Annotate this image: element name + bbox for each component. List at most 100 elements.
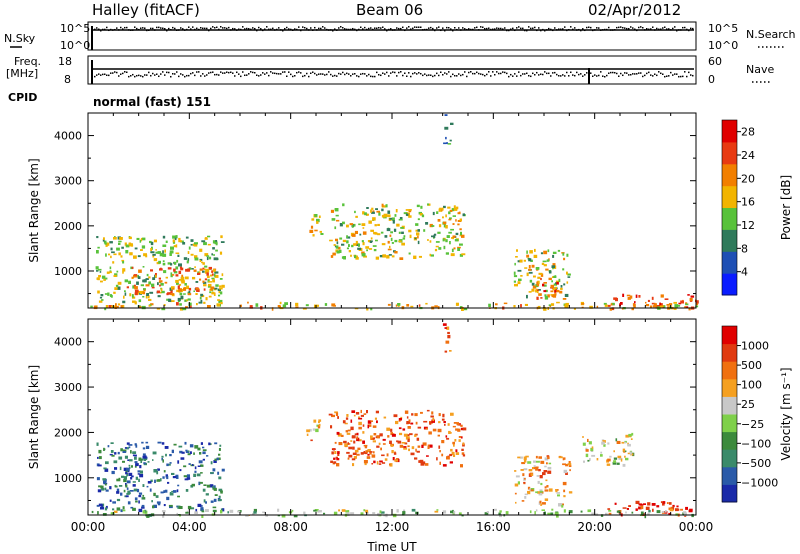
nave-point bbox=[302, 75, 304, 78]
nsearch-point bbox=[570, 26, 572, 28]
nsearch-point bbox=[662, 27, 664, 29]
data-cell bbox=[153, 469, 157, 473]
data-cell bbox=[626, 508, 629, 510]
data-cell bbox=[438, 413, 441, 417]
nave-point bbox=[380, 74, 382, 77]
data-cell bbox=[434, 305, 438, 308]
nave-point bbox=[294, 75, 296, 77]
nave-point bbox=[424, 73, 426, 75]
nave-point bbox=[536, 71, 538, 74]
nave-point bbox=[624, 72, 626, 74]
data-cell bbox=[211, 253, 213, 256]
data-cell bbox=[220, 235, 223, 239]
data-cell bbox=[220, 510, 223, 514]
data-cell bbox=[626, 294, 631, 297]
data-cell bbox=[372, 217, 376, 221]
data-cell bbox=[659, 302, 661, 306]
data-cell bbox=[627, 443, 631, 447]
data-cell bbox=[185, 511, 189, 514]
data-cell bbox=[180, 295, 184, 300]
nsearch-point bbox=[600, 29, 602, 31]
data-cell bbox=[363, 451, 366, 454]
nsearch-point bbox=[478, 29, 480, 31]
data-cell bbox=[383, 416, 387, 419]
nave-point bbox=[180, 73, 182, 75]
data-cell bbox=[194, 511, 198, 514]
nave-point bbox=[586, 72, 588, 74]
data-cell bbox=[161, 510, 166, 513]
data-cell bbox=[142, 453, 146, 456]
nave-point bbox=[532, 72, 534, 75]
data-cell bbox=[316, 221, 319, 224]
nsearch-point bbox=[518, 26, 520, 28]
data-cell bbox=[170, 263, 173, 266]
data-cell bbox=[609, 307, 612, 311]
data-cell bbox=[536, 296, 539, 300]
data-cell bbox=[563, 457, 566, 460]
nsearch-point bbox=[690, 27, 692, 30]
nave-point bbox=[172, 73, 174, 75]
data-cell bbox=[431, 225, 435, 227]
nsearch-point bbox=[372, 28, 374, 31]
data-cell bbox=[537, 280, 540, 285]
data-cell bbox=[523, 456, 527, 460]
data-cell bbox=[389, 463, 391, 466]
nsearch-point bbox=[112, 29, 114, 31]
nave-point bbox=[132, 73, 134, 76]
data-cell bbox=[129, 490, 134, 492]
data-cell bbox=[319, 230, 322, 233]
data-cell bbox=[391, 217, 395, 221]
data-cell bbox=[408, 210, 412, 213]
data-cell bbox=[309, 229, 314, 233]
data-cell bbox=[389, 245, 391, 249]
data-cell bbox=[201, 510, 205, 513]
data-cell bbox=[381, 454, 385, 457]
data-cell bbox=[96, 504, 100, 507]
data-cell bbox=[173, 268, 176, 272]
data-cell bbox=[378, 463, 382, 465]
data-cell bbox=[109, 266, 112, 270]
data-cell bbox=[130, 450, 132, 454]
data-cell bbox=[684, 306, 689, 308]
nsearch-point bbox=[158, 26, 160, 29]
nsearch-point bbox=[294, 28, 296, 30]
nsearch-point bbox=[584, 29, 586, 32]
data-cell bbox=[431, 419, 435, 423]
data-cell bbox=[97, 290, 100, 294]
data-cell bbox=[113, 237, 117, 240]
data-cell bbox=[638, 506, 642, 510]
data-cell bbox=[379, 510, 382, 514]
data-cell bbox=[416, 450, 420, 453]
nave-point bbox=[668, 75, 670, 77]
data-cell bbox=[121, 259, 125, 262]
data-cell bbox=[387, 214, 391, 218]
data-cell bbox=[95, 266, 99, 270]
data-cell bbox=[435, 245, 439, 248]
data-cell bbox=[194, 243, 198, 247]
data-cell bbox=[134, 461, 138, 464]
data-cell bbox=[689, 298, 693, 302]
data-cell bbox=[134, 301, 137, 305]
data-cell bbox=[203, 268, 206, 271]
data-cell bbox=[526, 272, 529, 277]
data-cell bbox=[157, 441, 162, 444]
nsearch-point bbox=[184, 29, 186, 31]
nsearch-point bbox=[186, 28, 188, 31]
data-cell bbox=[357, 247, 362, 250]
data-cell bbox=[316, 218, 320, 223]
data-cell bbox=[97, 456, 99, 459]
data-cell bbox=[429, 253, 431, 257]
data-cell bbox=[362, 440, 365, 444]
data-cell bbox=[212, 247, 215, 250]
data-cell bbox=[417, 229, 420, 232]
data-cell bbox=[375, 410, 379, 414]
data-cell bbox=[405, 436, 410, 440]
data-cell bbox=[647, 299, 650, 302]
data-cell bbox=[135, 444, 138, 448]
data-cell bbox=[164, 489, 168, 493]
data-cell bbox=[443, 221, 447, 225]
data-cell bbox=[602, 440, 606, 443]
data-cell bbox=[438, 445, 441, 449]
data-cell bbox=[163, 304, 166, 307]
data-cell bbox=[567, 463, 572, 466]
